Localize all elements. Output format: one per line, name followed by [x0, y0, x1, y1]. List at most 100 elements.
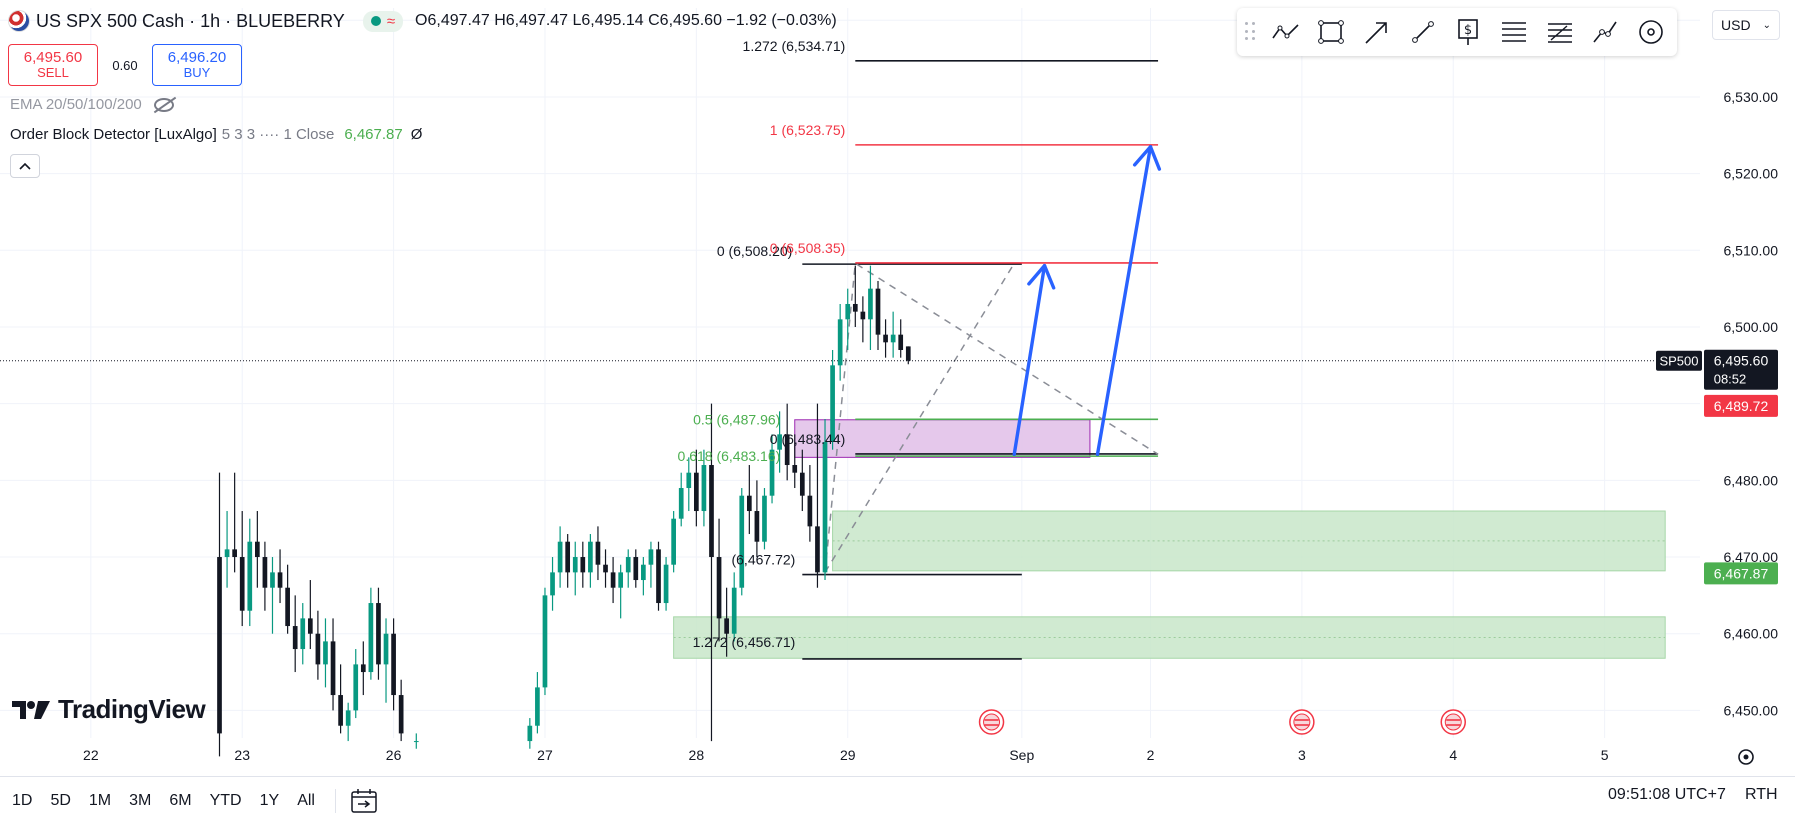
candle-body — [239, 557, 245, 611]
candle-body — [232, 549, 237, 558]
candle-body — [837, 319, 843, 366]
drag-handle-icon[interactable] — [1245, 22, 1257, 42]
ema-indicator-legend[interactable]: EMA 20/50/100/200 — [10, 96, 174, 113]
supply-zone — [794, 419, 1091, 458]
clock-readout[interactable]: 09:51:08 UTC+7 — [1608, 786, 1726, 803]
ohlc-readout: O6,497.47 H6,497.47 L6,495.14 C6,495.60 … — [415, 12, 837, 29]
candle-body — [542, 595, 548, 688]
symbol-title[interactable]: US SPX 500 Cash · 1h · BLUEBERRY — [36, 10, 345, 31]
candle-body — [724, 618, 729, 634]
candle-body — [633, 557, 639, 581]
fib-retracement-icon[interactable] — [1495, 12, 1534, 52]
sell-button[interactable]: 6,495.60 SELL — [8, 44, 98, 86]
arrow-icon[interactable] — [1358, 12, 1397, 52]
candle-body — [315, 633, 321, 665]
range-ytd[interactable]: YTD — [209, 791, 242, 809]
us-flag-icon — [8, 10, 30, 32]
buy-button[interactable]: 6,496.20 BUY — [152, 44, 242, 86]
fib-label: 1 (6,523.75) — [770, 122, 846, 138]
time-axis-tick-label: 27 — [537, 747, 553, 763]
rectangle-icon[interactable] — [1312, 12, 1351, 52]
currency-select[interactable]: USD ⌄ — [1712, 10, 1780, 40]
path-icon[interactable] — [1586, 12, 1625, 52]
price-axis-tick-label: 6,480.00 — [1724, 472, 1779, 488]
price-axis-tick-label: 6,500.00 — [1724, 319, 1779, 335]
range-6m[interactable]: 6M — [169, 791, 192, 809]
candle-body — [300, 618, 306, 650]
time-axis-tick-label: Sep — [1009, 747, 1034, 763]
candle-body — [746, 495, 752, 512]
candle-body — [285, 587, 290, 627]
price-range-icon[interactable]: $ — [1449, 12, 1488, 52]
candle-body — [398, 695, 404, 734]
range-3m[interactable]: 3M — [129, 791, 152, 809]
candle-body — [368, 603, 374, 673]
candle-body — [345, 710, 351, 726]
range-1y[interactable]: 1Y — [259, 791, 280, 809]
range-1m[interactable]: 1M — [88, 791, 112, 809]
fib-extension-icon[interactable] — [1540, 12, 1579, 52]
price-tag — [1704, 394, 1778, 417]
time-axis-tick-label: 22 — [83, 747, 99, 763]
economic-event-icon-inner — [983, 713, 1001, 731]
zones — [673, 419, 1666, 659]
sell-label: SELL — [37, 65, 69, 81]
market-status[interactable]: ≈ — [362, 10, 404, 32]
eye-hidden-icon[interactable] — [153, 97, 174, 112]
chart-header: US SPX 500 Cash · 1h · BLUEBERRY ≈ O6,49… — [8, 10, 837, 32]
candle-body — [224, 549, 230, 558]
last-price-tag — [1704, 349, 1778, 390]
range-all[interactable]: All — [297, 791, 315, 809]
date-range-icon[interactable] — [350, 788, 378, 814]
buy-label: BUY — [183, 65, 211, 81]
candles — [217, 265, 911, 757]
fib-label: (6,467.72) — [731, 552, 795, 568]
ray-icon[interactable] — [1403, 12, 1442, 52]
candle-body — [694, 472, 699, 512]
candle-body — [663, 564, 669, 604]
toolbar-divider — [334, 788, 336, 813]
candle-body — [868, 288, 873, 320]
candle-body — [277, 572, 283, 588]
candle-body — [875, 288, 881, 335]
projection-arrow — [1095, 145, 1153, 456]
bar-countdown-label: 08:52 — [1714, 372, 1747, 387]
range-5d[interactable]: 5D — [50, 791, 71, 809]
time-axis-tick-label: 2 — [1147, 747, 1155, 763]
candle-body — [255, 541, 260, 558]
candle-body — [678, 488, 684, 519]
chevron-down-icon: ⌄ — [1762, 19, 1771, 31]
candle-body — [830, 365, 835, 443]
price-axis-tick-label: 6,530.00 — [1724, 89, 1779, 105]
time-axis-tick-label: 5 — [1601, 747, 1609, 763]
gann-icon[interactable] — [1631, 12, 1670, 52]
candle-body — [709, 465, 714, 558]
tradingview-logo[interactable]: TradingView — [12, 694, 206, 725]
order-block-indicator-legend[interactable]: Order Block Detector [LuxAlgo] 5 3 3 ···… — [10, 126, 422, 143]
candle-body — [860, 311, 866, 320]
trend-line-icon[interactable] — [1267, 12, 1306, 52]
sell-price: 6,495.60 — [23, 48, 83, 66]
trade-buttons: 6,495.60 SELL 0.60 6,496.20 BUY — [8, 44, 242, 86]
candle-body — [701, 465, 707, 512]
fib-label: 0 (6,483.44) — [770, 431, 846, 447]
candle-body — [784, 434, 790, 466]
ob-indicator-params: 5 3 3 ···· 1 Close — [221, 126, 335, 143]
collapse-legend-button[interactable] — [10, 154, 40, 178]
candle-body — [625, 557, 631, 573]
ob-indicator-name: Order Block Detector [LuxAlgo] — [10, 126, 217, 143]
price-axis-tick-label: 6,460.00 — [1724, 626, 1779, 642]
candle-body — [769, 449, 775, 496]
candle-body — [391, 633, 396, 696]
candle-body — [527, 725, 533, 742]
candle-body — [413, 741, 419, 743]
candle-body — [376, 603, 381, 665]
session-toggle[interactable]: RTH — [1745, 786, 1778, 803]
candle-body — [656, 549, 661, 604]
economic-event-icon-inner — [1293, 713, 1311, 731]
wave-icon: ≈ — [386, 12, 396, 30]
candle-body — [641, 564, 646, 581]
candle-body — [610, 572, 616, 588]
range-1d[interactable]: 1D — [12, 791, 33, 809]
